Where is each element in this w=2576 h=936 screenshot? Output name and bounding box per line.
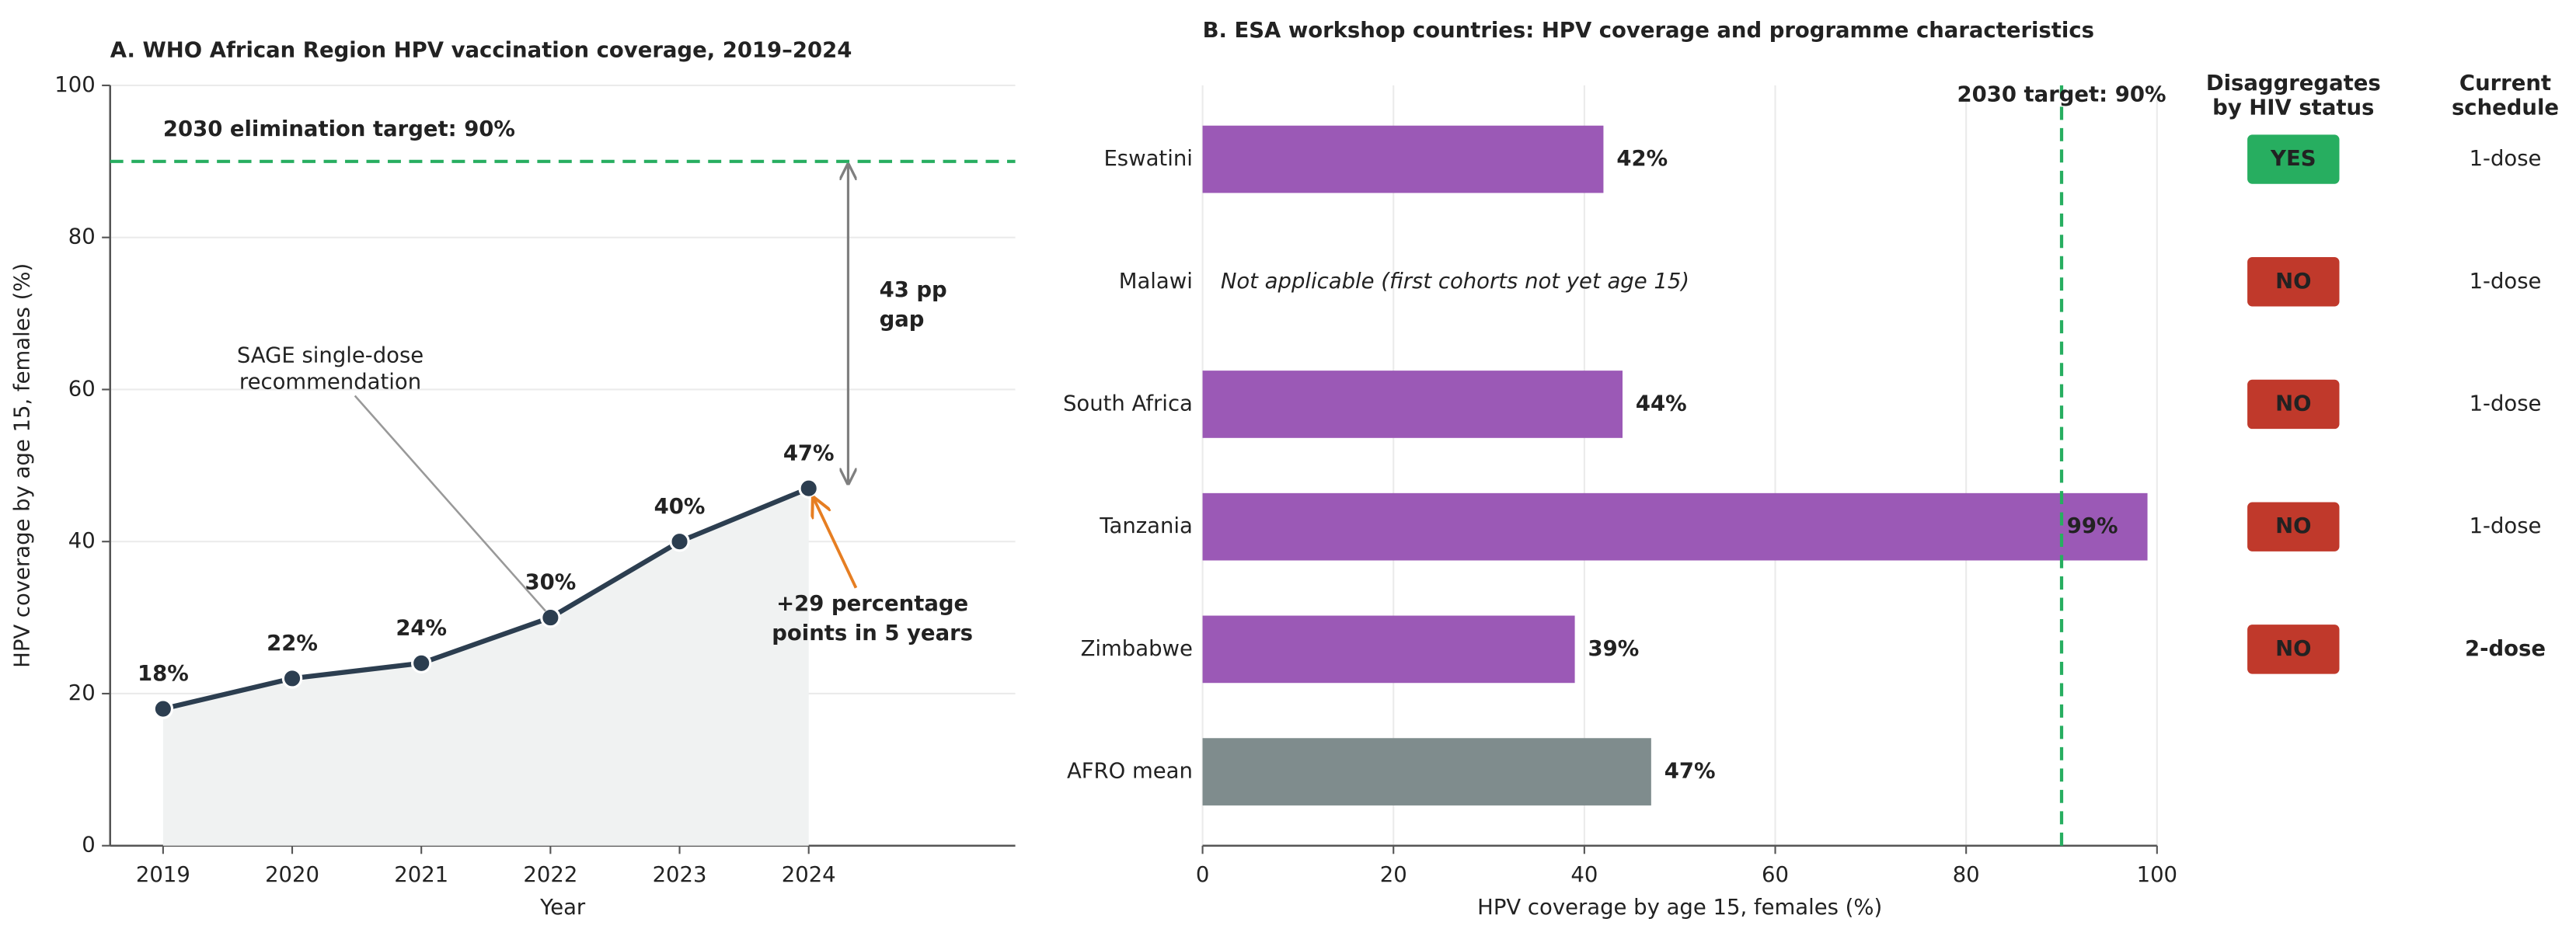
bar bbox=[1202, 738, 1651, 806]
target-label: 2030 elimination target: 90% bbox=[163, 117, 515, 141]
value-label: 22% bbox=[267, 631, 318, 656]
badge-label: NO bbox=[2275, 513, 2311, 538]
line bbox=[162, 485, 810, 712]
category-label: AFRO mean bbox=[1067, 759, 1193, 784]
x-tick-label: 100 bbox=[2137, 862, 2177, 887]
x-tick-label: 80 bbox=[1953, 862, 1980, 887]
annotation: +29 percentage bbox=[776, 591, 968, 616]
category-label: Eswatini bbox=[1103, 146, 1192, 171]
y-axis-label: HPV coverage by age 15, females (%) bbox=[10, 263, 35, 668]
y-tick-label: 20 bbox=[68, 680, 96, 705]
table-cell: 1-dose bbox=[2470, 269, 2542, 294]
y-tick-label: 0 bbox=[82, 833, 95, 858]
table-cell: 1-dose bbox=[2470, 513, 2542, 538]
area bbox=[162, 488, 809, 846]
category-label: Zimbabwe bbox=[1081, 636, 1193, 661]
point bbox=[152, 698, 174, 719]
x-axis-label: Year bbox=[539, 895, 586, 920]
x-tick-label: 0 bbox=[1196, 862, 1209, 887]
value-label: 18% bbox=[138, 661, 189, 686]
table-cell: 1-dose bbox=[2470, 146, 2542, 171]
badge-label: NO bbox=[2275, 636, 2311, 661]
x-tick-label: 2020 bbox=[265, 862, 319, 887]
badge bbox=[2247, 257, 2340, 307]
value-label: 99% bbox=[2067, 513, 2118, 538]
y-tick-label: 100 bbox=[54, 72, 95, 97]
value-label: 40% bbox=[654, 494, 706, 519]
y-tick-label: 40 bbox=[68, 528, 96, 553]
table-header: by HIV status bbox=[2212, 96, 2374, 120]
badge bbox=[2247, 134, 2340, 184]
annotation: SAGE single-dose bbox=[237, 343, 424, 368]
annotation: recommendation bbox=[239, 370, 421, 395]
table-header: Current bbox=[2459, 71, 2551, 96]
x-tick-label: 60 bbox=[1762, 862, 1789, 887]
value-label: 47% bbox=[783, 440, 835, 465]
point bbox=[410, 652, 432, 674]
chart-title: B. ESA workshop countries: HPV coverage … bbox=[1203, 18, 2094, 43]
category-label: South Africa bbox=[1063, 391, 1193, 416]
point bbox=[669, 531, 690, 552]
chart-title: A. WHO African Region HPV vaccination co… bbox=[110, 38, 852, 63]
x-tick-label: 2024 bbox=[782, 862, 836, 887]
badge-label: YES bbox=[2270, 146, 2316, 171]
note: Not applicable (first cohorts not yet ag… bbox=[1221, 269, 1689, 294]
table-header: schedule bbox=[2452, 96, 2559, 120]
annotation-arrow bbox=[814, 498, 858, 589]
value-label: 24% bbox=[396, 615, 447, 640]
badge bbox=[2247, 379, 2340, 430]
badge bbox=[2247, 625, 2340, 674]
point bbox=[281, 668, 303, 689]
x-tick-label: 40 bbox=[1570, 862, 1598, 887]
y-tick-label: 80 bbox=[68, 224, 96, 249]
point bbox=[798, 478, 819, 499]
category-label: Tanzania bbox=[1099, 513, 1193, 538]
x-tick-label: 2021 bbox=[394, 862, 448, 887]
table-header: Disaggregates bbox=[2206, 71, 2381, 96]
badge bbox=[2247, 502, 2340, 552]
gap-label: gap bbox=[880, 307, 925, 332]
category-label: Malawi bbox=[1119, 269, 1193, 294]
point bbox=[540, 607, 561, 628]
table-cell: 2-dose bbox=[2465, 636, 2546, 661]
y-tick-label: 60 bbox=[68, 376, 96, 401]
value-label: 42% bbox=[1616, 146, 1668, 171]
x-tick-label: 2019 bbox=[136, 862, 190, 887]
bar bbox=[1202, 125, 1604, 193]
x-tick-label: 2023 bbox=[653, 862, 707, 887]
value-label: 47% bbox=[1664, 759, 1716, 784]
x-axis-label: HPV coverage by age 15, females (%) bbox=[1477, 895, 1882, 920]
badge-label: NO bbox=[2275, 391, 2311, 416]
target-label: 2030 target: 90% bbox=[1957, 82, 2166, 107]
table-cell: 1-dose bbox=[2470, 391, 2542, 416]
value-label: 44% bbox=[1636, 391, 1687, 416]
annotation: points in 5 years bbox=[772, 621, 973, 645]
bar bbox=[1202, 615, 1575, 684]
x-tick-label: 20 bbox=[1380, 862, 1407, 887]
badge-label: NO bbox=[2275, 269, 2311, 294]
x-tick-label: 2022 bbox=[523, 862, 577, 887]
value-label: 30% bbox=[525, 570, 576, 595]
bar bbox=[1202, 492, 2148, 561]
annotation-pointer bbox=[354, 395, 546, 612]
bar bbox=[1202, 371, 1623, 438]
gap-label: 43 pp bbox=[880, 277, 947, 302]
value-label: 39% bbox=[1588, 636, 1640, 661]
